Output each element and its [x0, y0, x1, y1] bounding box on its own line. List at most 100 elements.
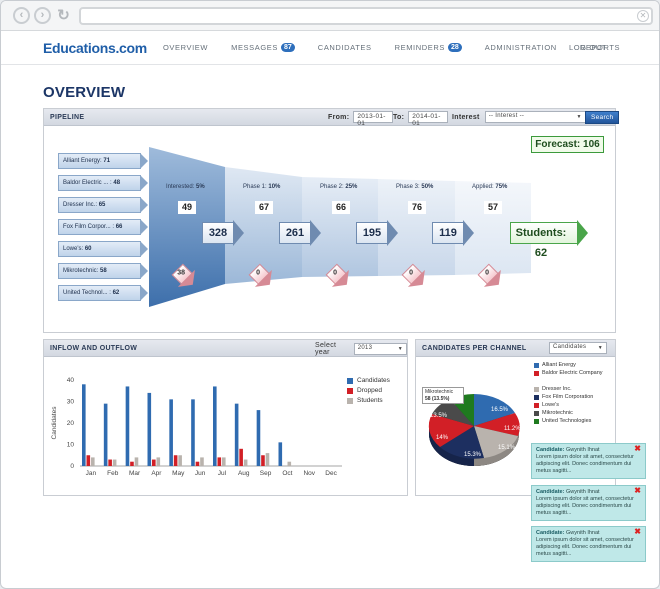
menu-candidates[interactable]: CANDIDATES — [318, 43, 372, 52]
messages-badge: 87 — [281, 43, 295, 52]
company-item[interactable]: United Technol... : 62 — [58, 285, 148, 301]
company-name: United Technol... : — [63, 290, 113, 296]
bar-students[interactable] — [178, 455, 182, 466]
bar-students[interactable] — [287, 461, 292, 466]
legend-item[interactable]: Candidates — [347, 377, 390, 384]
search-button[interactable]: Search — [585, 111, 620, 124]
from-date-input[interactable]: 2013-01-01 — [353, 111, 394, 127]
bar-candidates[interactable] — [191, 399, 195, 466]
bar-dropped[interactable] — [108, 459, 112, 466]
close-icon[interactable]: ✖ — [634, 527, 641, 536]
bar-candidates[interactable] — [147, 392, 152, 466]
x-tick-label: Sep — [260, 470, 272, 477]
menu-overview[interactable]: OVERVIEW — [163, 43, 208, 52]
bar-students[interactable] — [222, 457, 226, 466]
pie-legend-item[interactable]: Mikrotechnic — [534, 410, 610, 416]
close-icon[interactable]: ✖ — [634, 444, 641, 453]
bar-dropped[interactable] — [152, 459, 156, 466]
company-count: 62 — [112, 290, 120, 296]
address-bar[interactable]: ✕ — [79, 7, 653, 25]
legend-swatch — [534, 419, 539, 424]
back-icon[interactable]: ‹ — [13, 7, 30, 24]
legend-item[interactable]: Dropped — [347, 387, 382, 394]
bar-candidates[interactable] — [103, 403, 108, 466]
bar-candidates[interactable] — [169, 399, 173, 466]
bar-students[interactable] — [91, 457, 95, 466]
legend-swatch — [534, 363, 539, 368]
pipeline-funnel — [149, 147, 531, 307]
notification-card[interactable]: Candidate: Gwynith Ihnat Lorem ipsum dolo… — [531, 485, 646, 521]
bar-dropped[interactable] — [217, 457, 222, 466]
pie-slice-lowes — [428, 414, 474, 447]
forward-icon[interactable]: › — [34, 7, 51, 24]
menu-administration[interactable]: ADMINISTRATION — [485, 43, 557, 52]
stage-value: 57 — [484, 201, 502, 214]
company-count: 60 — [84, 246, 92, 252]
pie-legend-item[interactable]: Lowe's — [534, 402, 610, 408]
pie-legend-item[interactable]: Fox Film Corporation — [534, 394, 610, 400]
reload-icon[interactable]: ↻ — [57, 7, 70, 24]
bar-students[interactable] — [156, 457, 161, 466]
stage-name: Applied: — [472, 184, 496, 190]
notification-text: Lorem ipsum dolor sit amet, consectetur … — [536, 496, 634, 516]
company-item[interactable]: Alliant Energy: 71 — [58, 153, 148, 169]
x-tick-label: Nov — [303, 470, 315, 477]
close-icon[interactable]: ✕ — [637, 10, 649, 22]
menu-messages[interactable]: MESSAGES 87 — [231, 43, 295, 52]
company-count: 71 — [103, 158, 111, 164]
menu-label: CANDIDATES — [317, 43, 372, 52]
chevron-down-icon: ▼ — [576, 114, 582, 120]
legend-label: United Technologies — [542, 418, 592, 424]
bar-students[interactable] — [134, 457, 139, 466]
company-item[interactable]: Lowe's: 60 — [58, 241, 148, 257]
pie-legend-item[interactable]: Baldor Electric Company — [534, 370, 610, 376]
pie-legend-item[interactable]: United Technologies — [534, 418, 610, 424]
channel-header: CANDIDATES PER CHANNEL Candidates ▼ — [416, 340, 615, 357]
bar-dropped[interactable] — [173, 455, 178, 466]
bar-students[interactable] — [200, 457, 204, 466]
bar-students[interactable] — [265, 453, 270, 466]
bar-candidates[interactable] — [278, 442, 283, 466]
bar-candidates[interactable] — [82, 384, 86, 466]
pie-legend-item[interactable]: Dresser Inc. — [534, 386, 610, 392]
x-tick-label: Jan — [86, 470, 97, 477]
legend-item[interactable]: Students — [347, 397, 383, 404]
reminders-badge: 28 — [448, 43, 462, 52]
to-date-input[interactable]: 2014-01-01 — [408, 111, 449, 127]
legend-label: Baldor Electric Company — [542, 370, 603, 376]
logo[interactable]: Educations.com — [43, 40, 147, 56]
x-tick-label: Aug — [238, 470, 250, 477]
bar-candidates[interactable] — [234, 403, 239, 466]
year-select[interactable]: 2013 ▼ — [353, 343, 407, 355]
bar-candidates[interactable] — [256, 410, 261, 466]
menu-reports[interactable]: REPORTS — [580, 43, 620, 52]
bar-dropped[interactable] — [239, 448, 243, 466]
bar-dropped[interactable] — [130, 461, 134, 466]
page-title: OVERVIEW — [43, 84, 126, 101]
notification-card[interactable]: Candidate: Gwynith Ihnat Lorem ipsum dolo… — [531, 443, 646, 479]
bar-students[interactable] — [243, 459, 248, 466]
menu-reminders[interactable]: REMINDERS 28 — [395, 43, 462, 52]
company-item[interactable]: Fox Film Corpor... : 66 — [58, 219, 148, 235]
from-filter: From: 2013-01-01 — [328, 111, 394, 127]
close-icon[interactable]: ✖ — [634, 486, 641, 495]
company-item[interactable]: Baldor Electric ... : 48 — [58, 175, 148, 191]
bar-candidates[interactable] — [213, 386, 217, 466]
legend-label: Fox Film Corporation — [542, 394, 594, 400]
company-item[interactable]: Mikrotechnic: 58 — [58, 263, 148, 279]
bar-students[interactable] — [112, 459, 117, 466]
bar-candidates[interactable] — [125, 386, 130, 466]
bar-dropped[interactable] — [195, 461, 200, 466]
interest-select[interactable]: -- Interest -- ▼ — [484, 111, 586, 123]
logout-link[interactable]: LOG OUT — [569, 43, 607, 52]
pie-label-1: 11.2% — [504, 426, 521, 432]
bar-dropped[interactable] — [261, 455, 265, 466]
inflow-bar-chart: 0 10 20 30 40 Candidates Jan Feb Mar Apr May Jun Jul… — [51, 377, 342, 477]
notification-card[interactable]: Candidate: Gwynith Ihnat Lorem ipsum dolo… — [531, 526, 646, 562]
stage-pct: 75% — [495, 184, 508, 190]
company-item[interactable]: Dresser Inc.: 65 — [58, 197, 148, 213]
pie-legend-item[interactable]: Alliant Energy — [534, 362, 610, 368]
notification-name: Gwynith Ihnat — [564, 530, 600, 536]
channel-metric-select[interactable]: Candidates ▼ — [549, 342, 607, 354]
bar-dropped[interactable] — [86, 455, 91, 466]
